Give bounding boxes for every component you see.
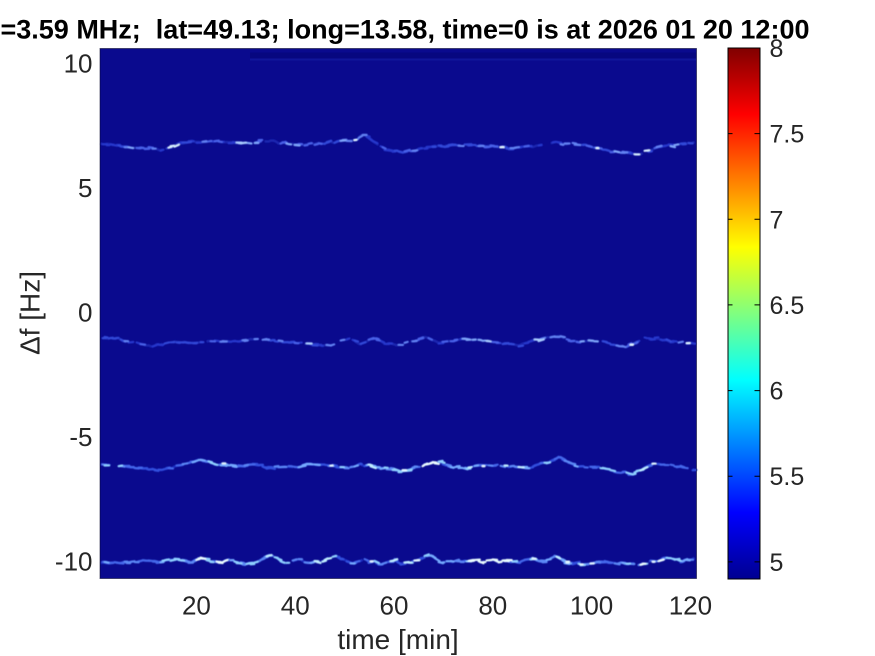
- svg-text:120: 120: [669, 591, 712, 621]
- svg-text:8: 8: [770, 35, 784, 63]
- svg-text:20: 20: [182, 591, 211, 621]
- svg-text:time [min]: time [min]: [337, 624, 458, 655]
- svg-text:7.5: 7.5: [770, 121, 805, 149]
- svg-text:Δf [Hz]: Δf [Hz]: [15, 271, 46, 355]
- svg-text:-5: -5: [69, 422, 92, 452]
- svg-text:-10: -10: [55, 547, 93, 577]
- svg-text:10: 10: [64, 49, 93, 79]
- svg-text:5: 5: [78, 173, 92, 203]
- svg-text:6.5: 6.5: [770, 292, 805, 320]
- svg-text:0: 0: [78, 298, 92, 328]
- svg-text:80: 80: [478, 591, 507, 621]
- svg-text:=3.59 MHz; lat=49.13; long=13: =3.59 MHz; lat=49.13; long=13.58, time=0…: [1, 15, 810, 45]
- svg-text:5: 5: [770, 549, 784, 577]
- svg-text:6: 6: [770, 378, 784, 406]
- svg-text:5.5: 5.5: [770, 463, 805, 491]
- svg-text:60: 60: [380, 591, 409, 621]
- svg-text:40: 40: [281, 591, 310, 621]
- svg-text:7: 7: [770, 206, 784, 234]
- svg-text:100: 100: [570, 591, 613, 621]
